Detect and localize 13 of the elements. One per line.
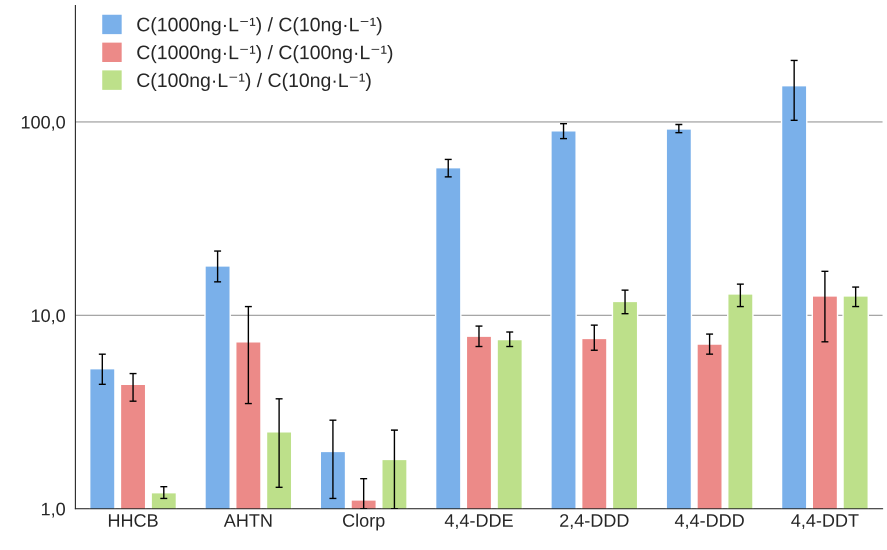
y-tick-label: 1,0 xyxy=(42,502,65,518)
x-tick-label: AHTN xyxy=(224,514,272,527)
legend-label: C(1000ng·L⁻¹) / C(100ng·L⁻¹) xyxy=(137,45,392,64)
x-tick-label: 4,4-DDD xyxy=(674,514,744,530)
x-tick-label: HHCB xyxy=(108,514,158,527)
legend-label: C(100ng·L⁻¹) / C(10ng·L⁻¹) xyxy=(137,72,371,91)
y-tick-label: 100,0 xyxy=(22,116,65,131)
legend-label: C(1000ng·L⁻¹) / C(10ng·L⁻¹) xyxy=(137,17,382,36)
x-tick-label: 4,4-DDE xyxy=(444,514,513,530)
x-tick-label: Clorp xyxy=(343,514,384,530)
y-tick-label: 10,0 xyxy=(32,309,65,324)
x-tick-label: 2,4-DDD xyxy=(560,514,629,530)
x-tick-label: 4,4-DDT xyxy=(791,514,859,530)
